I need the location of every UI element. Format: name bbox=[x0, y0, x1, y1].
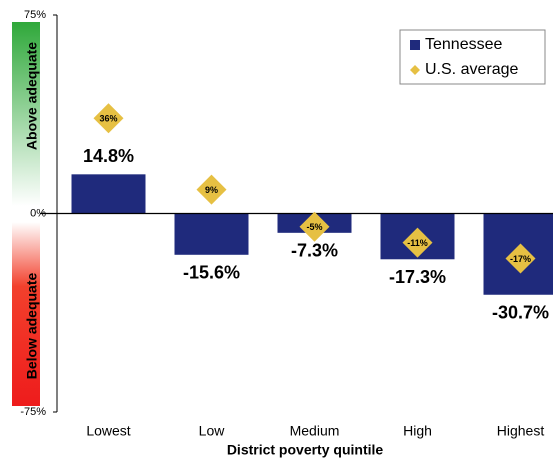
marker-value-label: -11% bbox=[407, 238, 428, 248]
y-tick-label: -75% bbox=[20, 406, 46, 418]
bar-value-label: -17.3% bbox=[389, 267, 446, 287]
bar-value-label: -15.6% bbox=[183, 263, 240, 283]
y-tick-label: 75% bbox=[24, 9, 46, 21]
x-tick-label: Lowest bbox=[86, 423, 130, 439]
marker-value-label: -5% bbox=[306, 222, 322, 232]
diamond-marker bbox=[299, 211, 330, 242]
legend-swatch bbox=[410, 40, 420, 50]
legend-label: Tennessee bbox=[425, 36, 502, 53]
diamond-marker bbox=[93, 103, 124, 134]
bar-value-label: -7.3% bbox=[291, 241, 338, 261]
below-label: Below adequate bbox=[24, 273, 40, 380]
bar-value-label: 14.8% bbox=[83, 146, 134, 166]
marker-value-label: 36% bbox=[99, 114, 117, 124]
bar-value-label: -30.7% bbox=[492, 303, 549, 323]
x-tick-label: Medium bbox=[290, 423, 340, 439]
diamond-marker bbox=[196, 174, 227, 205]
y-tick-label: 0% bbox=[30, 207, 46, 219]
below-band bbox=[12, 222, 40, 406]
marker-value-label: -17% bbox=[510, 254, 531, 264]
x-tick-label: Low bbox=[199, 423, 226, 439]
legend-label: U.S. average bbox=[425, 61, 518, 78]
diamond-marker bbox=[505, 243, 536, 274]
x-tick-label: High bbox=[403, 423, 432, 439]
x-tick-label: Highest bbox=[497, 423, 545, 439]
marker-value-label: 9% bbox=[205, 185, 218, 195]
x-axis-title: District poverty quintile bbox=[227, 442, 384, 458]
bar bbox=[174, 213, 249, 255]
legend-swatch bbox=[410, 65, 420, 75]
legend-box bbox=[399, 29, 546, 85]
above-label: Above adequate bbox=[24, 42, 40, 150]
bar bbox=[71, 174, 146, 214]
above-band bbox=[12, 22, 40, 206]
diamond-marker bbox=[402, 227, 433, 258]
